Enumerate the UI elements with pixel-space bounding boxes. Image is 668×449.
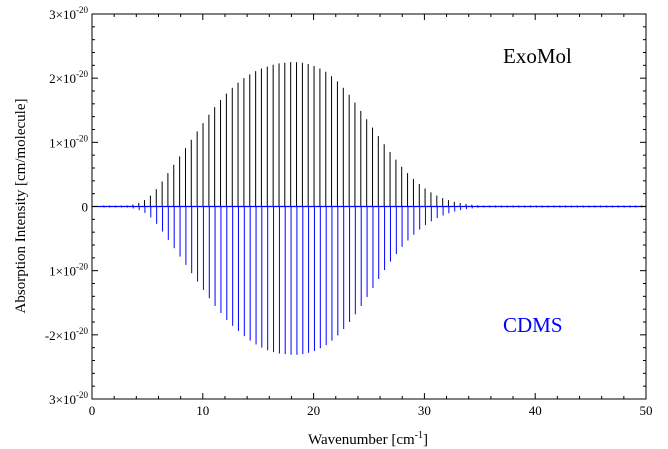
tick-labels-layer: 0 10 20 30 40 50 3×10-20 2×10-20 1×10-20 0 1×10-20…	[45, 5, 653, 418]
x-tick-label: 30	[418, 403, 431, 418]
x-tick-label: 10	[196, 403, 209, 418]
bars-layer	[103, 62, 643, 355]
y-tick-label: -2×10-20	[45, 326, 89, 343]
x-tick-label: 0	[89, 403, 96, 418]
ticks-layer	[91, 13, 647, 400]
y-tick-label: 1×10-20	[49, 262, 88, 279]
y-tick-label: 3×10-20	[49, 390, 88, 407]
legend-cdms: CDMS	[503, 313, 563, 337]
x-tick-label: 40	[529, 403, 542, 418]
y-axis-title: Absorption Intensity [cm/molecule]	[13, 99, 29, 314]
legend-exomol: ExoMol	[503, 44, 572, 68]
x-axis-title: Wavenumber [cm-1]	[308, 430, 428, 448]
y-tick-label: 0	[82, 200, 89, 215]
x-axis-title-end: ]	[423, 432, 428, 448]
x-axis-title-sup: -1	[415, 430, 423, 441]
x-axis-title-main: Wavenumber [cm	[308, 432, 415, 448]
x-tick-label: 50	[640, 403, 653, 418]
y-tick-label: 2×10-20	[49, 69, 88, 86]
x-tick-label: 20	[307, 403, 320, 418]
y-tick-label: 1×10-20	[49, 133, 88, 150]
y-tick-label: 3×10-20	[49, 5, 88, 22]
